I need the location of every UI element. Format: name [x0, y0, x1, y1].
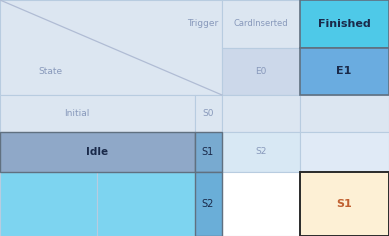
- Bar: [97, 172, 195, 236]
- Text: S0: S0: [202, 109, 214, 118]
- Bar: [195, 132, 222, 172]
- Text: S2: S2: [255, 148, 267, 156]
- Bar: [0, 132, 195, 172]
- Bar: [300, 48, 389, 95]
- Bar: [222, 48, 300, 95]
- Text: Trigger: Trigger: [187, 20, 219, 29]
- Bar: [300, 95, 389, 132]
- Text: State: State: [38, 67, 62, 76]
- Bar: [0, 172, 97, 236]
- Text: Idle: Idle: [86, 147, 108, 157]
- Text: E1: E1: [336, 67, 352, 76]
- Bar: [195, 95, 222, 132]
- Bar: [222, 172, 300, 236]
- Bar: [300, 172, 389, 236]
- Bar: [300, 132, 389, 172]
- Text: Initial: Initial: [64, 109, 90, 118]
- Bar: [300, 0, 389, 48]
- Bar: [0, 95, 195, 132]
- Text: S1: S1: [202, 147, 214, 157]
- Text: S2: S2: [202, 199, 214, 209]
- Text: CardInserted: CardInserted: [234, 20, 288, 29]
- Bar: [222, 95, 300, 132]
- Bar: [222, 132, 300, 172]
- Bar: [0, 0, 222, 95]
- Bar: [222, 0, 300, 48]
- Text: Finished: Finished: [318, 19, 370, 29]
- Text: S1: S1: [336, 199, 352, 209]
- Bar: [195, 172, 222, 236]
- Text: E0: E0: [255, 67, 267, 76]
